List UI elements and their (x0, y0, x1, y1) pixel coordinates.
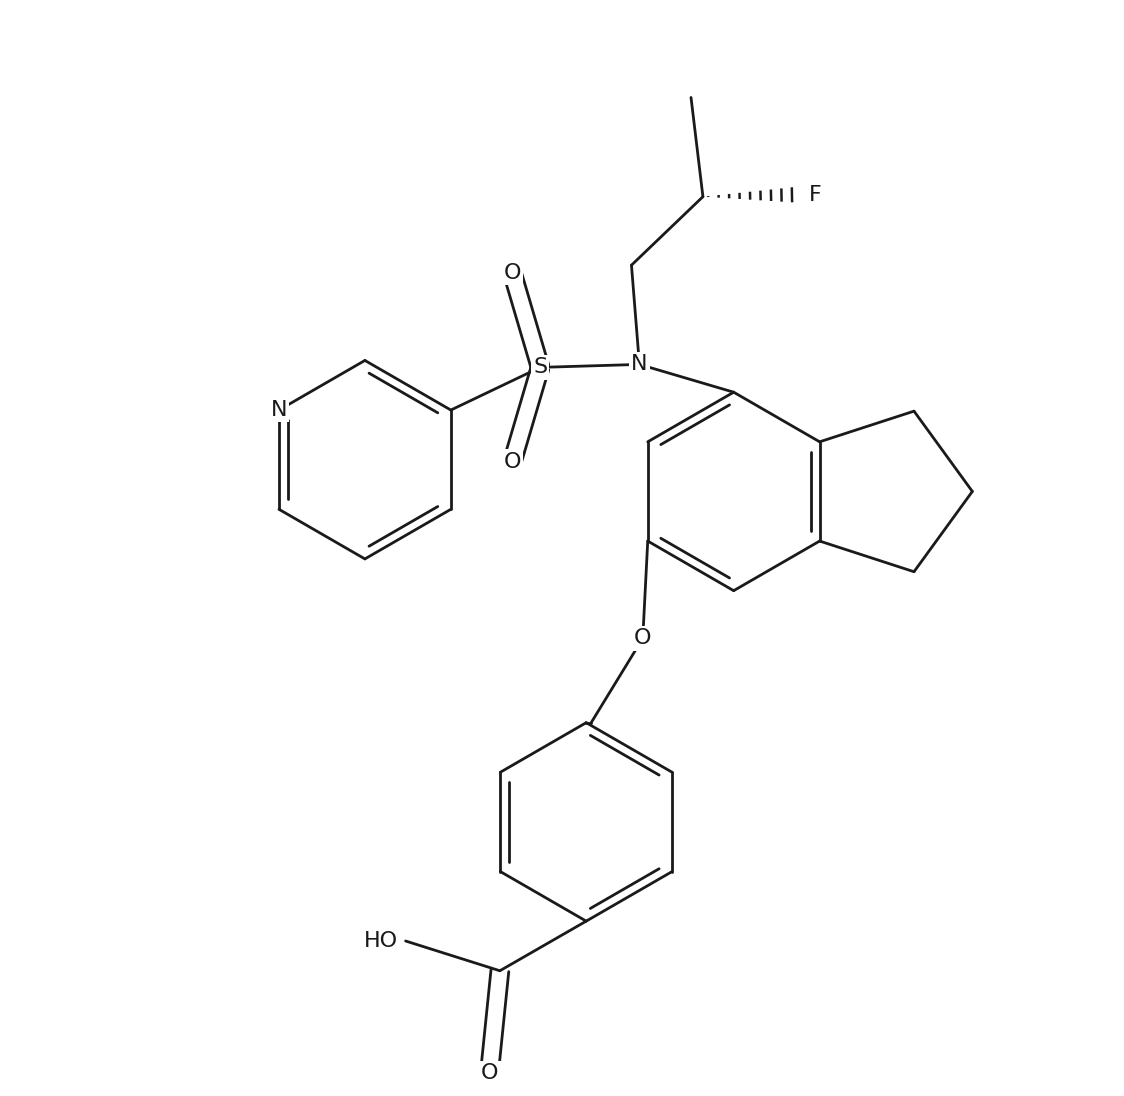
Text: F: F (809, 185, 822, 205)
Text: O: O (481, 1063, 499, 1083)
Text: S: S (533, 357, 547, 377)
Text: O: O (634, 628, 652, 649)
Text: HO: HO (363, 931, 398, 951)
Text: N: N (632, 354, 647, 375)
Text: N: N (271, 400, 288, 420)
Text: O: O (504, 452, 522, 471)
Text: O: O (504, 263, 522, 283)
